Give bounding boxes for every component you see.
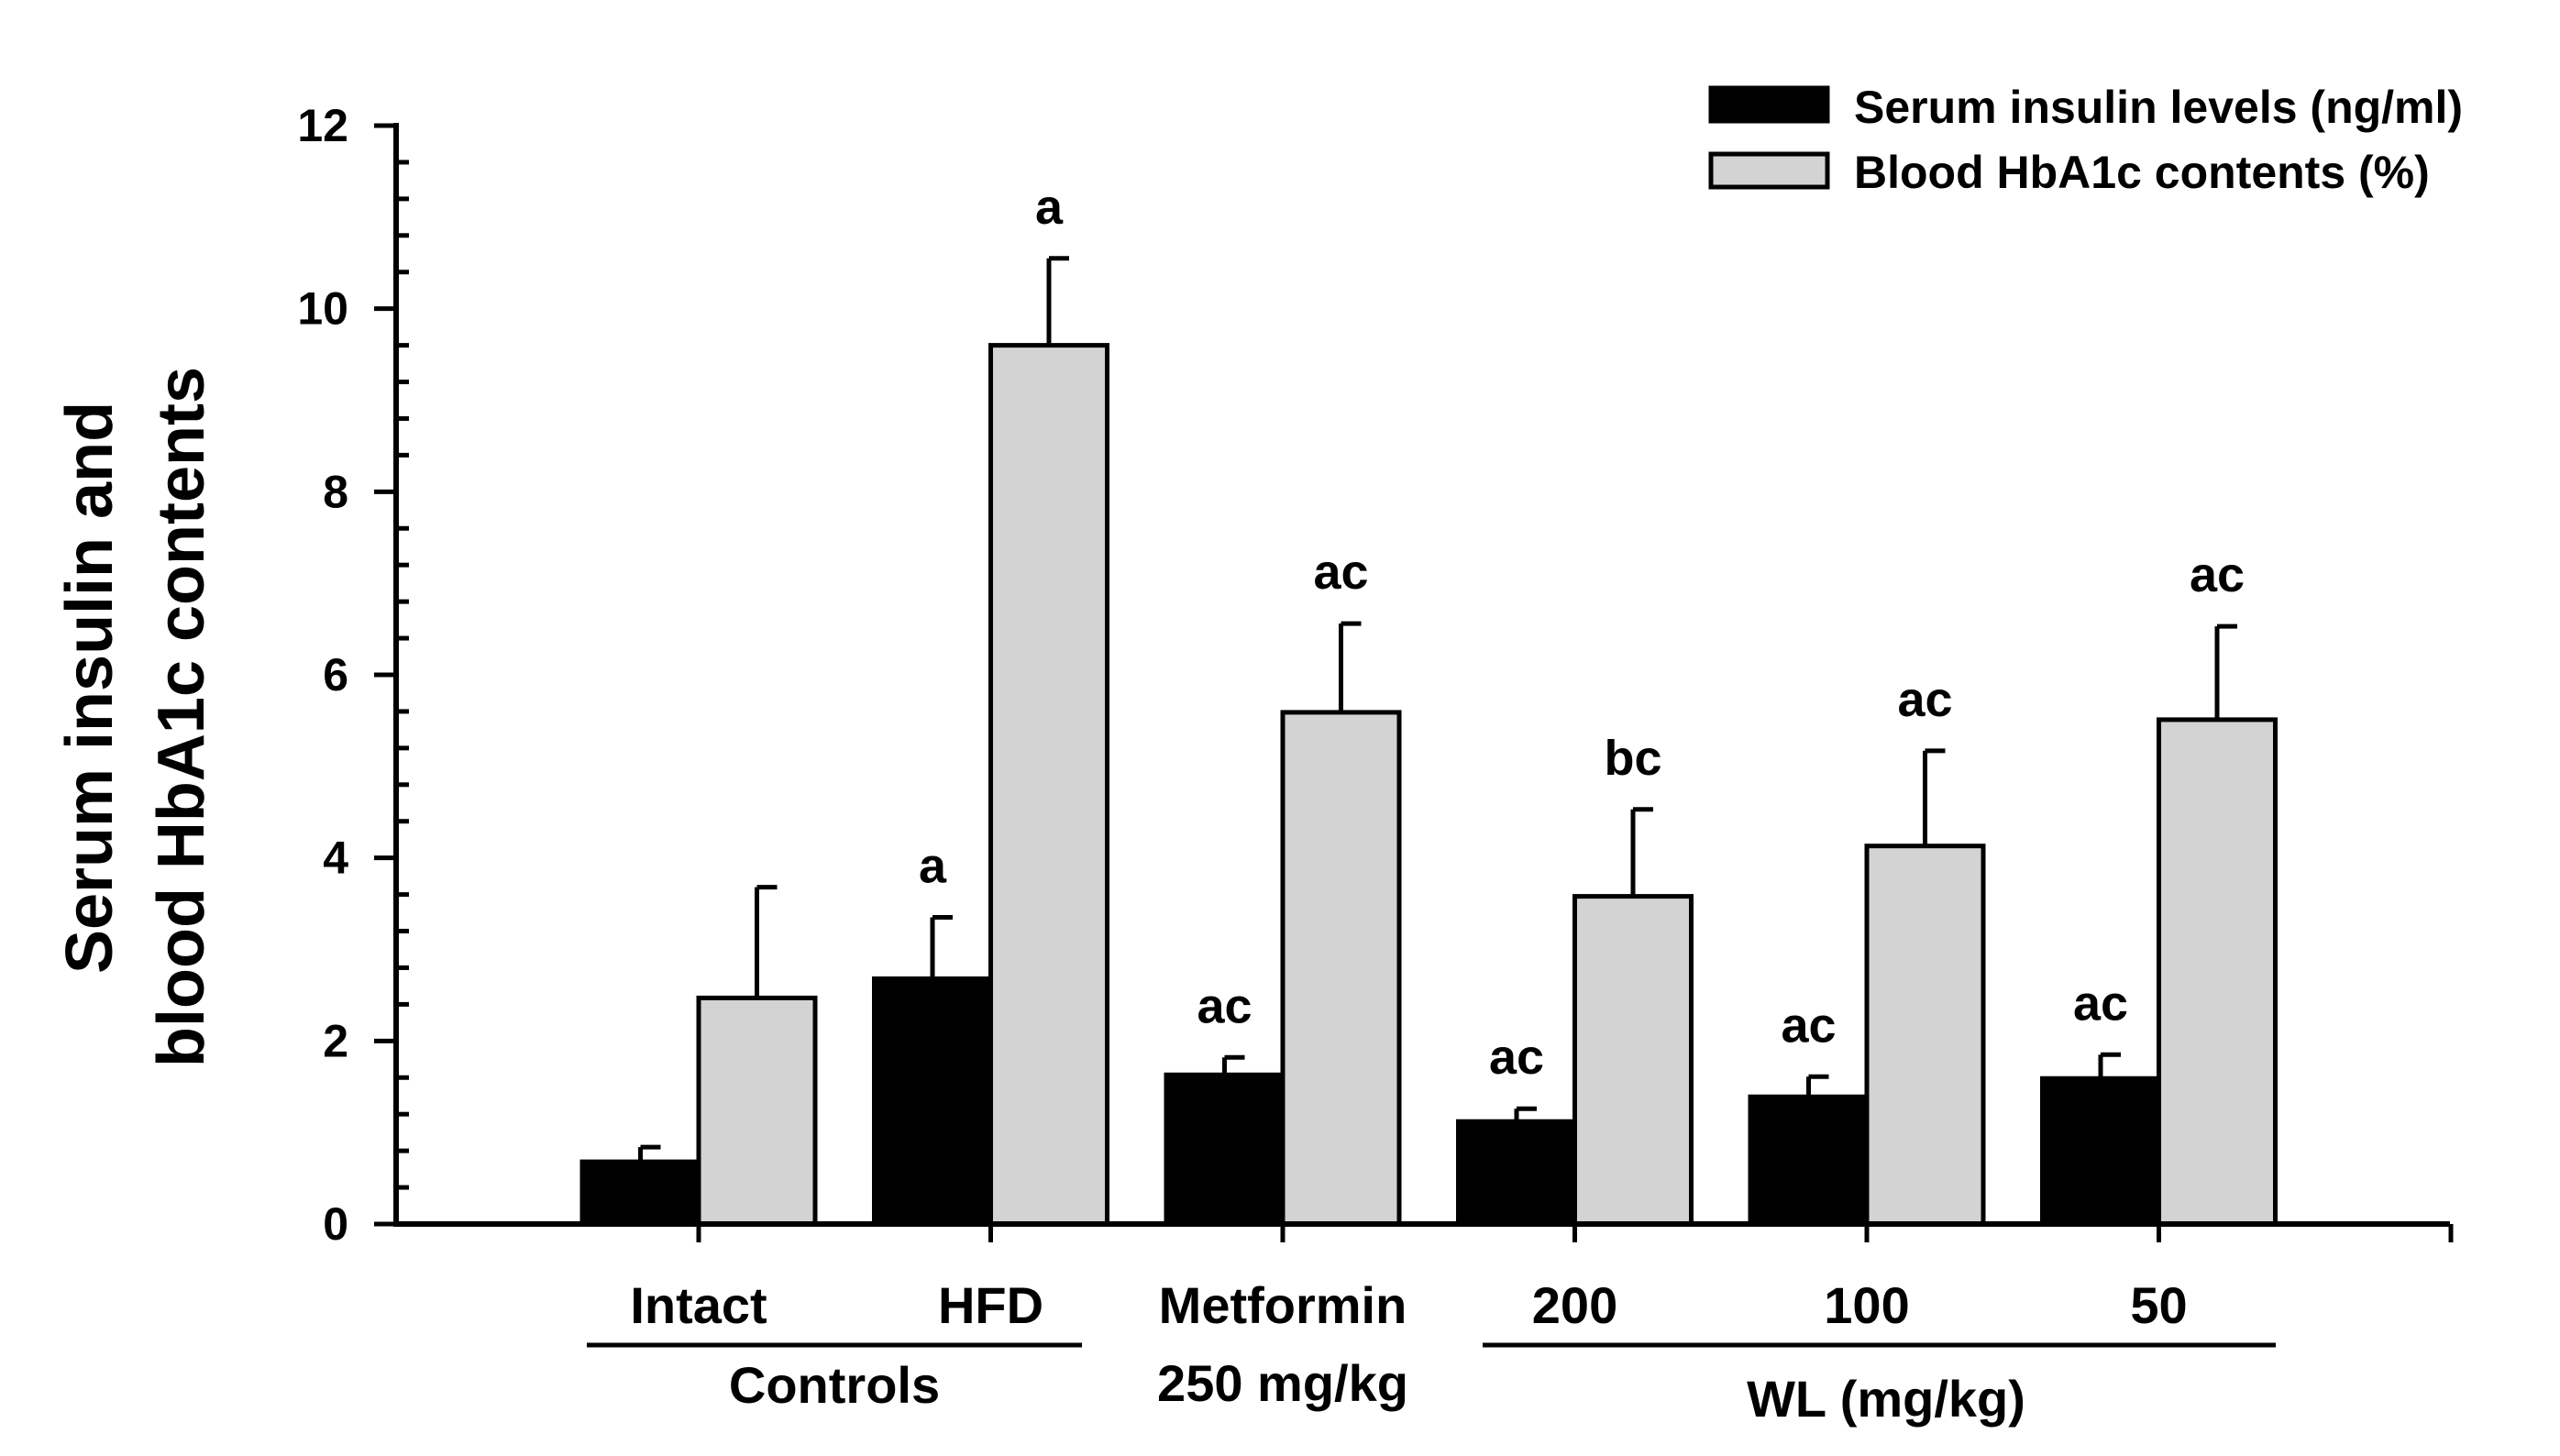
group-labels: Controls WL (mg/kg) — [587, 1342, 2276, 1428]
significance-label: bc — [1604, 731, 1661, 786]
y-axis: 0 2 4 6 8 10 12 — [297, 100, 409, 1250]
category-labels: Intact HFD Metformin 250 mg/kg 200 100 50 — [630, 1276, 2187, 1412]
y-tick-label: 2 — [323, 1015, 348, 1066]
group-label: Controls — [729, 1356, 940, 1414]
category-label: 200 — [1532, 1276, 1617, 1334]
y-tick-label: 6 — [323, 649, 348, 700]
x-axis — [393, 1221, 2454, 1242]
bars: a ac ac ac ac a ac bc ac ac — [579, 180, 2278, 1227]
legend-swatch-insulin — [1708, 85, 1830, 124]
significance-label: ac — [1781, 998, 1836, 1053]
bar — [872, 976, 993, 1227]
significance-label: ac — [1897, 672, 1952, 727]
group-label: WL (mg/kg) — [1747, 1370, 2025, 1428]
bar — [1280, 710, 1402, 1227]
bar — [696, 995, 818, 1227]
significance-label: ac — [1489, 1030, 1544, 1085]
bar — [1164, 1072, 1286, 1227]
y-tick-label: 0 — [323, 1198, 348, 1250]
bar — [1748, 1094, 1870, 1227]
y-tick-label: 12 — [297, 100, 348, 151]
y-axis-label: Serum insulin and blood HbA1c contents — [53, 367, 218, 1067]
category-label: Metformin — [1159, 1276, 1407, 1334]
significance-label: ac — [2190, 547, 2245, 602]
category-label: 50 — [2130, 1276, 2187, 1334]
significance-label: a — [919, 839, 947, 894]
category-sublabel: 250 mg/kg — [1157, 1354, 1408, 1412]
bar — [2157, 717, 2278, 1227]
y-axis-label-line-1: Serum insulin and — [53, 402, 127, 974]
legend-label-insulin: Serum insulin levels (ng/ml) — [1854, 82, 2463, 133]
significance-label: ac — [2073, 976, 2128, 1031]
bar — [1456, 1119, 1577, 1227]
category-label: HFD — [938, 1276, 1043, 1334]
y-tick-label: 8 — [323, 466, 348, 517]
legend-label-hba1c: Blood HbA1c contents (%) — [1854, 147, 2430, 198]
significance-label: ac — [1197, 978, 1252, 1033]
category-label: Intact — [630, 1276, 767, 1334]
significance-label: ac — [1313, 545, 1368, 600]
y-axis-label-line-2: blood HbA1c contents — [145, 367, 218, 1067]
legend-swatch-hba1c — [1708, 151, 1830, 190]
bar — [579, 1159, 701, 1227]
bar — [2040, 1075, 2161, 1227]
y-tick-label: 10 — [297, 283, 348, 335]
y-tick-label: 4 — [323, 833, 348, 884]
bar — [1864, 844, 1986, 1227]
category-label: 100 — [1824, 1276, 1909, 1334]
bar — [1572, 894, 1694, 1227]
significance-label: a — [1035, 180, 1064, 235]
bar — [988, 343, 1109, 1227]
legend: Serum insulin levels (ng/ml) Blood HbA1c… — [1708, 82, 2463, 198]
